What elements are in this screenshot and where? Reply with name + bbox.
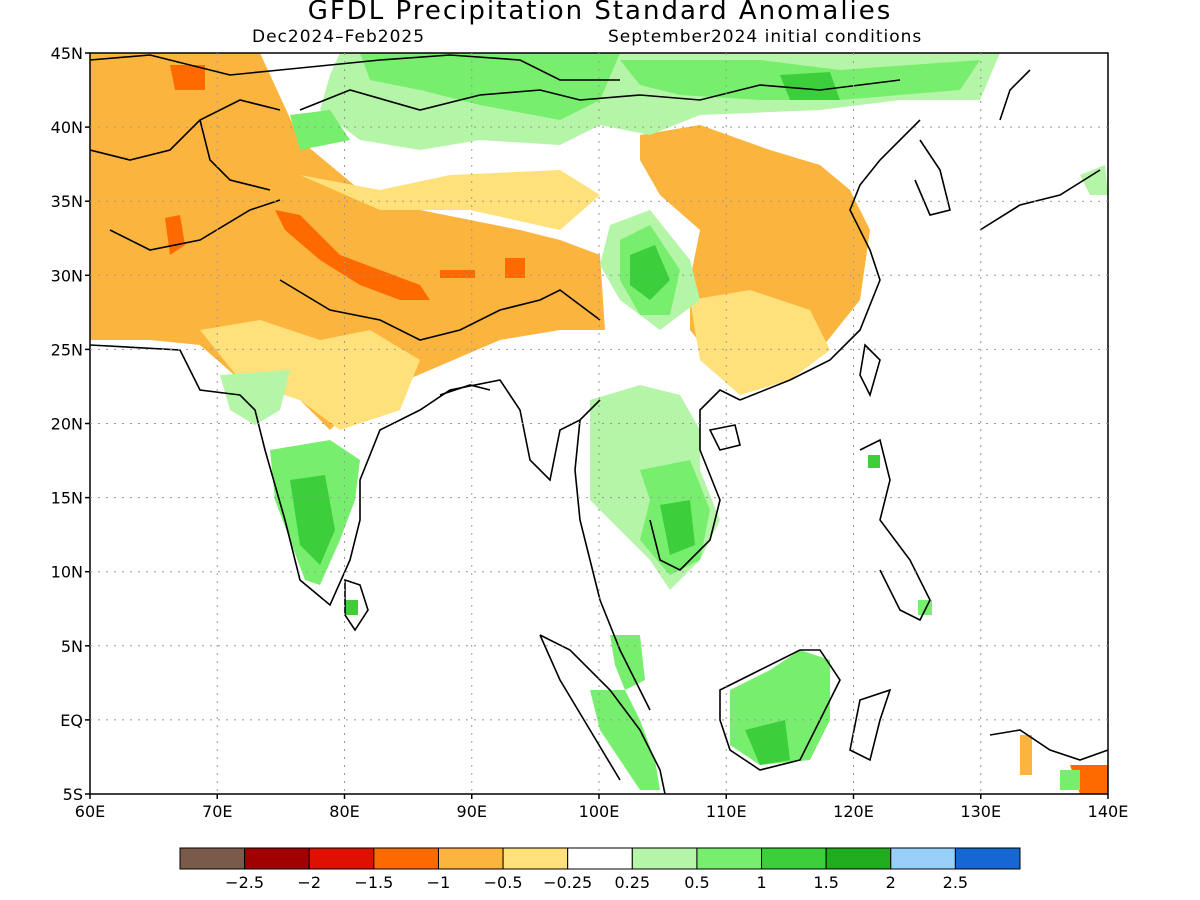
wet-mongolia-mod	[360, 53, 620, 120]
legend-swatch	[567, 847, 633, 870]
legend-label: −0.5	[484, 873, 523, 892]
anomaly-field	[90, 53, 1108, 794]
lat-label: 20N	[51, 415, 83, 434]
color-legend	[179, 847, 1021, 870]
coastline-hainan	[708, 424, 741, 451]
legend-swatch	[179, 847, 246, 870]
gridlines	[90, 53, 1108, 794]
coastline-indochina	[649, 389, 741, 571]
legend-label: −2	[297, 873, 321, 892]
wet-malaya	[610, 635, 645, 690]
wet-srilanka	[345, 600, 358, 615]
legend-swatch	[308, 847, 375, 870]
coastlines	[90, 54, 1108, 794]
legend-swatch	[825, 847, 892, 870]
lat-label: 5S	[63, 785, 83, 804]
lat-label: 30N	[51, 266, 83, 285]
wet-indochina-strong	[660, 500, 695, 555]
lat-label: 40N	[51, 118, 83, 137]
legend-label: 2.5	[943, 873, 968, 892]
coastline-srilanka	[344, 578, 369, 632]
legend-label: 0.5	[684, 873, 709, 892]
dry-strong-tibet	[505, 258, 525, 278]
border-central-asia	[90, 99, 601, 341]
lat-label: 25N	[51, 340, 83, 359]
coastline-japan	[979, 69, 1101, 231]
wet-mindanao	[918, 600, 932, 615]
lon-label: 110E	[706, 802, 747, 821]
legend-labels: −2.5 −2 −1.5 −1 −0.5 −0.25 0.25 0.5 1 1.5 2 2.5	[225, 873, 968, 892]
wet-tibet-east-strong	[630, 245, 670, 300]
lon-label: 100E	[579, 802, 620, 821]
coastline-korea	[914, 139, 951, 216]
lat-label: 15N	[51, 489, 83, 508]
lon-label: 70E	[202, 802, 232, 821]
lat-label: EQ	[60, 711, 83, 730]
legend-label: −0.25	[543, 873, 592, 892]
lon-label: 130E	[960, 802, 1001, 821]
border-russia	[90, 54, 620, 81]
legend-label: 1	[756, 873, 766, 892]
season-label: Dec2024–Feb2025	[252, 27, 426, 47]
lon-label: 140E	[1088, 802, 1129, 821]
legend-swatch	[761, 847, 827, 870]
lon-label: 60E	[75, 802, 105, 821]
wet-luzon	[868, 455, 880, 468]
legend-label: −1	[427, 873, 451, 892]
dry-strong-himalaya	[275, 210, 430, 300]
legend-swatch	[373, 847, 439, 870]
wet-sumatra	[590, 690, 660, 790]
dry-light-india	[200, 320, 420, 430]
lon-label: 120E	[833, 802, 874, 821]
legend-swatch	[954, 847, 1021, 870]
legend-swatch	[890, 847, 956, 870]
legend-swatch	[631, 847, 698, 870]
legend-swatch	[244, 847, 310, 870]
wet-newguinea	[1060, 770, 1080, 790]
lat-label: 10N	[51, 563, 83, 582]
legend-label: −2.5	[225, 873, 264, 892]
coastline-taiwan	[859, 343, 881, 398]
init-conditions-label: September2024 initial conditions	[608, 27, 923, 47]
lat-label: 35N	[51, 192, 83, 211]
lon-label: 80E	[329, 802, 359, 821]
dry-light-china	[690, 290, 830, 395]
legend-label: −1.5	[354, 873, 393, 892]
lat-label: 5N	[61, 637, 83, 656]
dry-strong-kazakh	[170, 65, 205, 90]
dry-light-tibet	[300, 170, 600, 230]
legend-label: 2	[886, 873, 896, 892]
longitude-labels: 60E 70E 80E 90E 100E 110E 120E 130E 140E	[75, 802, 1129, 821]
dry-strong-tibet2	[440, 270, 475, 278]
wet-india-west	[220, 370, 290, 425]
border-china-mongolia	[299, 79, 901, 111]
legend-label: 0.25	[614, 873, 650, 892]
coastline-sumatra	[539, 634, 666, 794]
coastline-china	[739, 119, 921, 401]
wet-xinjiang	[290, 110, 350, 150]
legend-swatch	[502, 847, 569, 870]
dry-papua	[1020, 735, 1032, 775]
legend-swatch	[437, 847, 504, 870]
legend-swatch	[696, 847, 763, 870]
coastline-seasia	[574, 419, 651, 711]
axis-ticks	[85, 52, 1109, 799]
latitude-labels: 45N 40N 35N 30N 25N 20N 15N 10N 5N EQ 5S	[51, 44, 83, 804]
wet-mongolia-strong	[780, 72, 840, 100]
coastline-philippines	[859, 438, 931, 622]
wet-borneo-strong	[745, 720, 790, 765]
lat-label: 45N	[51, 44, 83, 63]
legend-label: 1.5	[813, 873, 838, 892]
coastline-newguinea	[989, 729, 1108, 761]
coastline-bay-bengal	[439, 384, 491, 396]
dry-strong-pakistan	[165, 215, 185, 255]
map-title: GFDL Precipitation Standard Anomalies	[307, 0, 893, 26]
lon-label: 90E	[457, 802, 487, 821]
coastline-sulawesi	[849, 688, 892, 762]
coastline-india	[90, 344, 601, 607]
wet-japan	[1080, 165, 1108, 195]
